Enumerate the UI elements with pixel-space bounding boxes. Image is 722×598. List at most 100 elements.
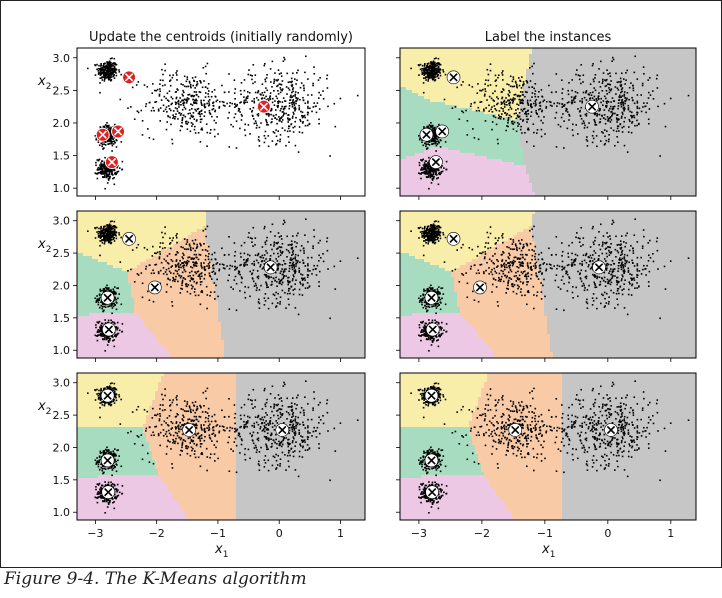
data-point — [136, 273, 139, 275]
data-point — [114, 334, 116, 336]
data-point — [479, 89, 481, 92]
data-point — [101, 160, 104, 163]
data-point — [632, 87, 635, 89]
data-point — [437, 57, 440, 60]
data-point — [303, 277, 306, 279]
data-point — [441, 165, 443, 167]
data-point — [276, 281, 278, 283]
data-point — [318, 270, 321, 273]
data-point — [319, 94, 322, 96]
data-point — [195, 261, 197, 263]
data-point — [307, 111, 310, 114]
data-point — [555, 146, 558, 148]
data-point — [277, 93, 280, 95]
data-point — [180, 104, 182, 106]
data-point — [166, 99, 169, 101]
data-point — [208, 274, 211, 277]
data-point — [619, 77, 622, 80]
data-point — [164, 247, 166, 249]
data-point — [263, 273, 266, 276]
data-point — [203, 105, 206, 107]
data-point — [179, 129, 182, 132]
data-point — [159, 88, 161, 90]
data-point — [183, 254, 185, 256]
data-point — [527, 129, 530, 131]
data-point — [520, 87, 523, 89]
data-point — [227, 117, 229, 119]
data-point — [433, 233, 435, 236]
data-point — [421, 139, 423, 141]
data-point — [99, 330, 101, 333]
data-point — [94, 172, 97, 174]
data-point — [185, 122, 187, 125]
data-point — [432, 131, 434, 134]
data-point — [619, 81, 622, 84]
data-point — [643, 73, 645, 75]
data-point — [248, 69, 250, 71]
data-point — [103, 303, 106, 305]
data-point — [420, 173, 422, 175]
data-point — [113, 168, 116, 171]
data-point — [109, 137, 112, 139]
data-point — [240, 101, 242, 103]
data-point — [514, 80, 517, 83]
data-point — [206, 102, 208, 105]
data-point — [261, 246, 264, 248]
data-point — [105, 170, 107, 172]
data-point — [266, 252, 268, 254]
data-point — [356, 94, 359, 97]
data-point — [560, 116, 563, 119]
data-point — [287, 136, 290, 138]
data-point — [428, 72, 431, 75]
data-point — [275, 258, 277, 260]
data-point — [195, 247, 198, 250]
data-point — [195, 84, 198, 87]
data-point — [619, 102, 622, 104]
data-point — [300, 110, 302, 113]
data-point — [442, 71, 445, 73]
data-point — [181, 117, 184, 119]
data-point — [230, 286, 232, 288]
data-point — [663, 102, 666, 105]
data-point — [191, 266, 194, 269]
data-point — [438, 291, 441, 294]
data-point — [101, 330, 103, 333]
data-point — [193, 263, 195, 266]
data-point — [280, 251, 282, 254]
data-point — [183, 106, 186, 109]
data-point — [213, 119, 216, 122]
data-point — [422, 244, 425, 247]
data-point — [180, 125, 182, 127]
data-point — [212, 102, 214, 104]
data-point — [159, 242, 162, 244]
data-point — [515, 109, 517, 111]
data-point — [431, 225, 434, 227]
data-point — [130, 268, 132, 271]
data-point — [232, 125, 234, 128]
data-point — [318, 108, 321, 110]
y-tick-label: 3.0 — [53, 52, 71, 65]
data-point — [285, 112, 287, 115]
data-point — [193, 257, 196, 260]
data-point — [425, 76, 427, 78]
data-point — [631, 111, 633, 114]
data-point — [645, 111, 647, 114]
data-point — [96, 330, 99, 333]
data-point — [208, 111, 211, 114]
data-point — [184, 108, 187, 110]
data-point — [522, 81, 525, 83]
data-point — [103, 176, 106, 178]
data-point — [115, 292, 117, 295]
data-point — [162, 73, 164, 76]
data-point — [497, 102, 499, 105]
data-point — [111, 63, 113, 66]
data-point — [546, 100, 548, 103]
data-point — [149, 264, 151, 266]
data-point — [164, 226, 166, 228]
data-point — [516, 103, 518, 105]
data-point — [605, 106, 608, 109]
data-point — [117, 327, 119, 329]
data-point — [261, 254, 264, 257]
data-point — [422, 91, 425, 94]
data-point — [487, 73, 490, 76]
